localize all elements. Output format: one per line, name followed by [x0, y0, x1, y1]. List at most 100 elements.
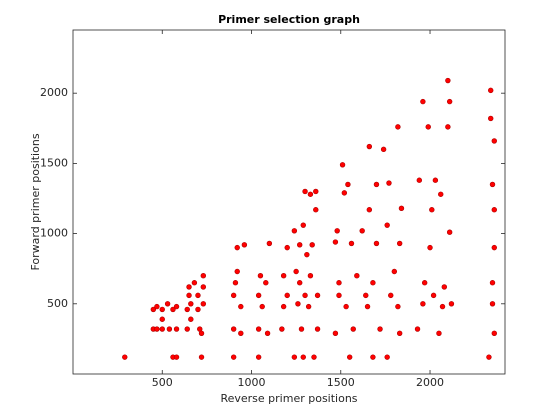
point — [200, 284, 207, 290]
point — [302, 188, 308, 195]
point — [339, 162, 346, 168]
point — [396, 330, 403, 336]
point — [489, 280, 496, 286]
point — [438, 191, 444, 197]
point — [184, 326, 190, 332]
point — [363, 292, 369, 299]
point — [314, 292, 321, 299]
point — [432, 177, 439, 183]
point — [195, 306, 201, 313]
point — [298, 326, 305, 332]
y-tick-label: 1500 — [40, 156, 68, 169]
x-tick-label: 1500 — [327, 376, 355, 389]
point — [332, 330, 339, 336]
point — [284, 244, 290, 251]
point — [186, 292, 192, 299]
point — [291, 354, 298, 360]
point — [348, 240, 355, 247]
point — [184, 306, 190, 313]
point — [159, 316, 165, 322]
point — [350, 326, 356, 332]
point — [166, 326, 173, 332]
point — [266, 240, 273, 247]
point — [188, 301, 194, 307]
point — [295, 301, 301, 307]
point — [436, 330, 442, 336]
point — [186, 284, 192, 290]
point — [336, 280, 342, 286]
point — [304, 251, 310, 258]
y-tick-label: 2000 — [40, 86, 68, 99]
point — [159, 326, 165, 332]
point — [300, 222, 306, 228]
point — [313, 188, 319, 195]
point — [297, 280, 303, 286]
point — [396, 240, 403, 247]
plot-area — [72, 29, 506, 375]
point — [334, 228, 340, 234]
point — [234, 244, 240, 251]
point — [445, 77, 451, 84]
x-tick-label: 2000 — [416, 376, 444, 389]
point — [257, 273, 264, 279]
point — [280, 273, 287, 279]
point — [489, 301, 496, 307]
point — [314, 326, 321, 332]
point — [255, 354, 262, 360]
point — [198, 354, 205, 360]
point — [441, 284, 448, 290]
point — [373, 240, 380, 247]
point — [364, 303, 371, 310]
point — [430, 292, 437, 299]
point — [279, 326, 285, 332]
point — [200, 273, 207, 279]
point — [427, 244, 433, 251]
point — [384, 222, 390, 228]
point — [191, 280, 198, 286]
point — [388, 292, 394, 299]
point — [448, 301, 455, 307]
point — [420, 98, 426, 105]
point — [198, 330, 205, 336]
point — [446, 229, 453, 235]
point — [486, 354, 492, 360]
point — [491, 207, 497, 213]
point — [195, 292, 201, 299]
point — [377, 326, 383, 332]
chart-title: Primer selection graph — [218, 13, 360, 26]
point — [173, 326, 180, 332]
point — [425, 124, 431, 130]
point — [230, 354, 237, 360]
point — [395, 124, 401, 130]
point — [173, 303, 180, 310]
point — [354, 273, 360, 279]
point — [230, 326, 237, 332]
point — [188, 316, 194, 322]
point — [391, 268, 398, 275]
point — [395, 303, 401, 310]
point — [445, 124, 451, 130]
point — [238, 303, 244, 310]
point — [309, 242, 315, 248]
point — [446, 98, 453, 105]
point — [311, 354, 317, 360]
point — [491, 330, 497, 336]
point — [384, 354, 390, 360]
point — [370, 280, 376, 286]
point — [380, 146, 387, 153]
point — [366, 143, 373, 150]
point — [170, 306, 176, 313]
point — [341, 190, 348, 196]
point — [264, 330, 271, 336]
point — [164, 301, 171, 307]
point — [280, 303, 287, 310]
point — [293, 268, 299, 275]
point — [386, 180, 392, 186]
point — [336, 292, 342, 299]
y-tick-label: 1000 — [40, 227, 68, 240]
point — [491, 244, 497, 251]
point — [300, 354, 306, 360]
point — [234, 268, 240, 275]
